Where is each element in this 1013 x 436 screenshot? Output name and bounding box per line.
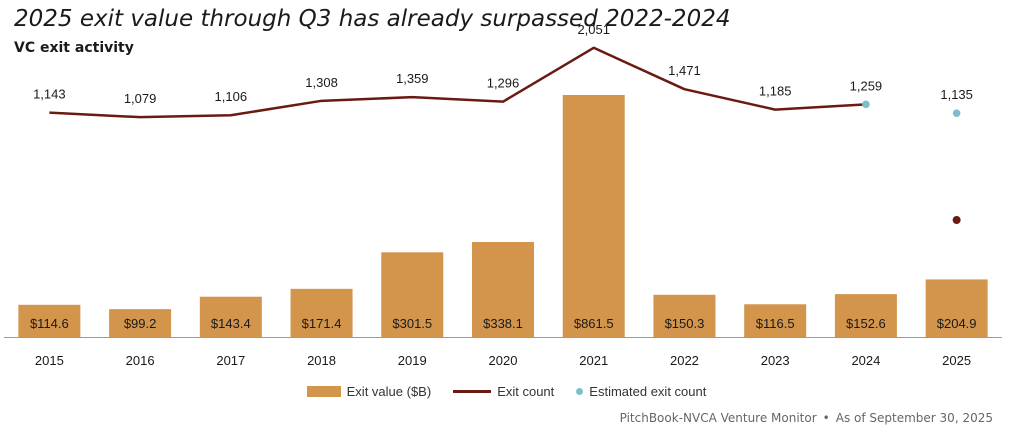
bar-label-2020: $338.1 [483,316,523,331]
exit-count-line [49,46,866,119]
legend-item-exit-count: Exit count [453,384,554,399]
legend-label-estimated: Estimated exit count [589,383,707,399]
bar-label-2015: $114.6 [30,316,69,331]
bar-2024 [834,294,897,337]
bar-label-2018: $171.4 [302,316,342,331]
x-tick-label-2025: 2025 [942,353,971,368]
bar-2016 [109,309,172,337]
estimated-label-2025: 1,135 [940,87,973,102]
x-tick-label-2018: 2018 [307,353,336,368]
estimated-point-2024 [862,100,870,109]
exit-count-label-2024: 1,259 [850,78,883,93]
x-tick-label-2023: 2023 [761,353,790,368]
exit-count-label-2016: 1,079 [124,91,157,106]
bar-label-2016: $99.2 [124,316,157,331]
x-tick-label-2015: 2015 [35,353,64,368]
exit-activity-chart: $114.6 $99.2 $143.4 $171.4 $301.5 $338.1 $861.… [4,22,1002,368]
bar-2018 [290,288,353,337]
bar-2015 [18,304,81,337]
x-tick-label-2021: 2021 [579,353,608,368]
exit-count-label-2020: 1,296 [487,76,520,91]
source-separator: • [822,411,830,425]
bar-swatch-icon [306,385,341,397]
dot-swatch-icon [576,387,584,395]
exit-count-point-2025 [952,216,961,224]
chart-legend: Exit value ($B) Exit count Estimated exi… [0,380,1013,402]
bar-label-2025: $204.9 [937,316,977,331]
exit-count-label-2022: 1,471 [668,63,701,78]
legend-label-exit-count: Exit count [497,383,555,399]
source-name: PitchBook-NVCA Venture Monitor [619,411,817,425]
legend-item-estimated-exit-count: Estimated exit count [576,384,706,399]
x-tick-label-2017: 2017 [216,353,245,368]
bar-2025 [925,279,988,337]
bar-label-2021: $861.5 [574,316,614,331]
bar-2017 [199,296,262,337]
bar-label-2023: $116.5 [756,316,795,331]
bar-2021 [562,95,625,337]
exit-count-label-2023: 1,185 [759,84,792,99]
exit-count-label-2021: 2,051 [577,22,610,37]
bar-label-2024: $152.6 [846,316,886,331]
x-tick-label-2019: 2019 [398,353,427,368]
line-swatch-icon [453,389,492,393]
source-date: As of September 30, 2025 [835,411,993,425]
chart-subtitle: VC exit activity [14,40,134,56]
chart-title: 2025 exit value through Q3 has already s… [14,6,731,32]
source-note: PitchBook-NVCA Venture Monitor • As of Sep… [620,411,993,425]
x-tick-label-2016: 2016 [126,353,155,368]
legend-label-exit-value: Exit value ($B) [346,383,432,399]
x-tick-label-2022: 2022 [670,353,699,368]
bar-2022 [653,294,716,337]
exit-count-label-2018: 1,308 [305,75,338,90]
legend-item-exit-value: Exit value ($B) [306,383,432,399]
bar-label-2019: $301.5 [392,316,432,331]
bar-label-2017: $143.4 [211,316,251,331]
x-tick-label-2020: 2020 [489,353,518,368]
estimated-point-2025 [952,109,961,117]
bar-2023 [744,304,807,337]
x-tick-label-2024: 2024 [851,353,880,368]
exit-count-label-2017: 1,106 [215,89,248,104]
bar-2019 [381,252,444,337]
exit-count-label-2015: 1,143 [33,87,66,102]
bar-label-2022: $150.3 [665,316,705,331]
bar-2020 [472,242,534,337]
exit-count-label-2019: 1,359 [396,71,429,86]
